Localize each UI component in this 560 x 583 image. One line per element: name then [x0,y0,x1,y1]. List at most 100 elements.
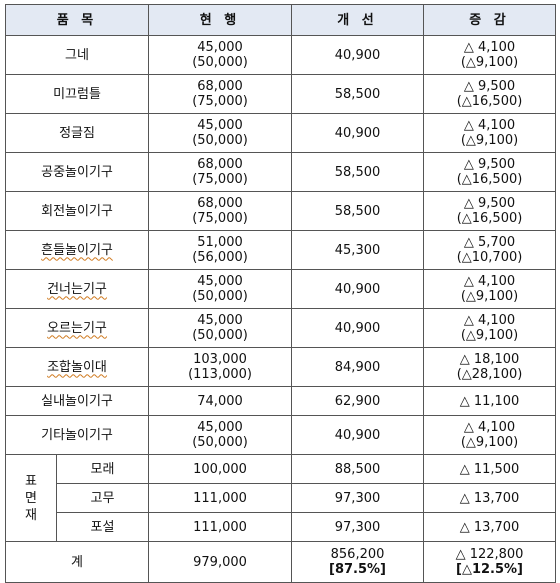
item-name-cell: 회전놀이기구 [4,191,150,231]
table-row: 그네 45,000 (50,000) 40,900 △ 4,100 (△9,100) [4,35,557,75]
cell-line: △ 4,100 [463,118,516,133]
cell-line: (50,000) [192,328,248,343]
cell-line: 68,000 [197,196,243,211]
cell-line: 103,000 [193,352,247,367]
table-row: 건너는기구 45,000 (50,000) 40,900 △ 4,100 (△9,100) [4,269,557,309]
cell-line: (50,000) [192,435,248,450]
surface-item-cell: 모래 [55,454,150,484]
item-name: 회전놀이기구 [41,203,113,219]
item-name-cell: 실내놀이기구 [4,386,150,416]
item-name-cell: 오르는기구 [4,308,150,348]
improved-price-cell: 58,500 [291,191,425,231]
item-name: 흔들놀이기구 [41,242,113,258]
change-cell: △ 4,100 (△9,100) [423,113,557,153]
item-name-cell: 건너는기구 [4,269,150,309]
cell-line: (75,000) [192,172,248,187]
change-cell: △ 9,500 (△16,500) [423,191,557,231]
change-cell: △ 11,500 [423,454,557,484]
current-price-cell: 68,000 (75,000) [148,74,293,114]
total-label: 계 [4,541,150,583]
cell-line: 68,000 [197,157,243,172]
cell-line: 45,000 [197,118,243,133]
surface-item-cell: 포설 [55,512,150,542]
improved-price-cell: 88,500 [291,454,425,484]
change-cell: △ 4,100 (△9,100) [423,269,557,309]
change-cell: △ 5,700 (△10,700) [423,230,557,270]
cell-line: 74,000 [197,393,243,409]
cell-line: △ 9,500 [463,157,516,172]
change-cell: △ 4,100 (△9,100) [423,35,557,75]
header-current: 현 행 [148,4,293,36]
surface-group-label: 표면재 [5,454,57,542]
current-price-cell: 45,000 (50,000) [148,269,293,309]
change-cell: △ 4,100 (△9,100) [423,308,557,348]
change-cell: △ 13,700 [423,512,557,542]
change-cell: △ 9,500 (△16,500) [423,74,557,114]
current-price-cell: 45,000 (50,000) [148,308,293,348]
current-price-cell: 74,000 [148,386,293,416]
table-row: 실내놀이기구 74,000 62,900 △ 11,100 [4,386,557,416]
cell-line: △ 5,700 [463,235,516,250]
current-price-cell: 111,000 [148,483,293,513]
cell-line: 856,200 [330,547,385,562]
item-name: 정글짐 [59,125,95,141]
item-name: 오르는기구 [47,320,107,336]
cell-line: 45,000 [197,420,243,435]
improved-price-cell: 40,900 [291,308,425,348]
cell-line: 45,000 [197,40,243,55]
item-name: 기타놀이기구 [41,427,113,443]
cell-line: (△10,700) [456,250,523,265]
header-row: 품 목 현 행 개 선 증 감 [4,4,557,36]
cell-line: (56,000) [192,250,248,265]
table-row: 흔들놀이기구 51,000 (56,000) 45,300 △ 5,700 (△10,70… [4,230,557,270]
item-name-cell: 기타놀이기구 [4,415,150,455]
current-price-cell: 103,000 (113,000) [148,347,293,387]
current-price-cell: 100,000 [148,454,293,484]
item-name: 공중놀이기구 [41,164,113,180]
table-row: 미끄럼틀 68,000 (75,000) 58,500 △ 9,500 (△16,500) [4,74,557,114]
current-price-cell: 51,000 (56,000) [148,230,293,270]
cell-line: 45,000 [197,313,243,328]
cell-line: △ 122,800 [455,547,524,562]
table-row: 회전놀이기구 68,000 (75,000) 58,500 △ 9,500 (△16,50… [4,191,557,231]
cell-line: △ 18,100 [459,352,520,367]
change-cell: △ 11,100 [423,386,557,416]
header-change: 증 감 [423,4,557,36]
cell-line: 68,000 [197,79,243,94]
cell-line: 45,000 [197,274,243,289]
surface-row: 표면재 모래 100,000 88,500 △ 11,500 [5,454,557,542]
cell-line: △ 4,100 [463,313,516,328]
item-name-cell: 흔들놀이기구 [4,230,150,270]
current-price-cell: 45,000 (50,000) [148,113,293,153]
change-cell: △ 13,700 [423,483,557,513]
cell-line: (△9,100) [460,328,519,343]
improved-price-cell: 62,900 [291,386,425,416]
item-name: 조합놀이대 [47,359,107,375]
improved-price-cell: 45,300 [291,230,425,270]
improved-price-cell: 40,900 [291,113,425,153]
improved-price-cell: 40,900 [291,269,425,309]
total-improved: 856,200 [87.5%] [291,541,425,583]
improved-price-cell: 58,500 [291,74,425,114]
table-body: 그네 45,000 (50,000) 40,900 △ 4,100 (△9,100) 미끄럼… [4,35,557,583]
cell-line: △ 9,500 [463,196,516,211]
cell-line: (△9,100) [460,435,519,450]
improved-price-cell: 97,300 [291,512,425,542]
table-row: 오르는기구 45,000 (50,000) 40,900 △ 4,100 (△9,100) [4,308,557,348]
improved-price-cell: 40,900 [291,415,425,455]
surface-item-cell: 고무 [55,483,150,513]
improved-price-cell: 97,300 [291,483,425,513]
current-price-cell: 45,000 (50,000) [148,35,293,75]
cell-line: △ 4,100 [463,40,516,55]
item-name: 건너는기구 [47,281,107,297]
item-name-cell: 조합놀이대 [4,347,150,387]
cell-line: (50,000) [192,289,248,304]
table-row: 공중놀이기구 68,000 (75,000) 58,500 △ 9,500 (△16,50… [4,152,557,192]
item-name: 그네 [65,47,89,63]
total-row: 계 979,000 856,200 [87.5%] △ 122,800 [△12.5%] [4,541,557,583]
cell-line: (75,000) [192,211,248,226]
cell-line: △ 11,100 [459,393,520,409]
cell-line: (113,000) [188,367,252,382]
change-cell: △ 9,500 (△16,500) [423,152,557,192]
cell-line: (△16,500) [456,211,523,226]
